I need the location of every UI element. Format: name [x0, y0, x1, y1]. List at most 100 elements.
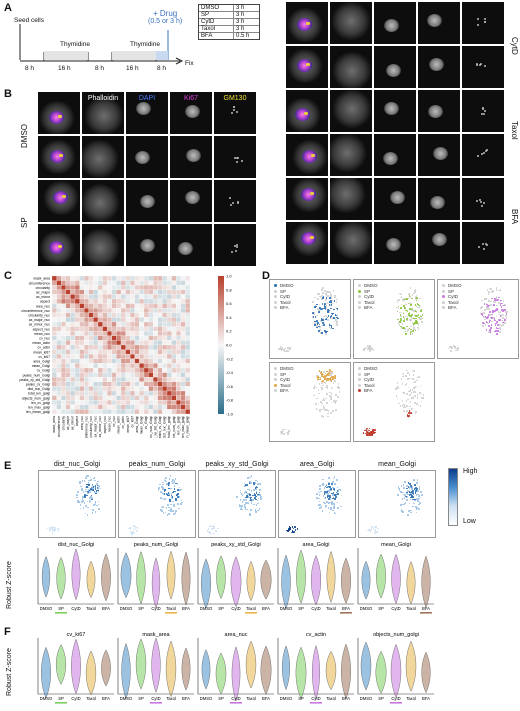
umap-point	[332, 496, 335, 499]
heatmap-cell	[97, 409, 103, 415]
heatmap-cell	[120, 312, 126, 318]
umap-point	[161, 497, 164, 500]
heatmap-cell	[176, 386, 181, 392]
heatmap-cell	[70, 372, 76, 378]
heatmap-cell	[148, 358, 154, 364]
umap-point	[405, 369, 408, 372]
umap-point	[326, 501, 328, 503]
heatmap-row-label: cv_ki67	[39, 355, 51, 359]
umap-point	[162, 483, 164, 486]
umap-point	[421, 314, 424, 317]
heatmap-cell	[153, 367, 158, 373]
violin-xtick: DMSO	[360, 606, 373, 611]
heatmap-cell	[180, 367, 186, 373]
umap-point	[400, 491, 402, 493]
heatmap-cell	[143, 386, 149, 392]
umap-point	[371, 526, 373, 528]
heatmap-cell	[51, 294, 57, 300]
umap-point	[501, 304, 504, 307]
umap-point	[327, 415, 329, 418]
heatmap-cell	[70, 289, 76, 295]
heatmap-cell	[176, 349, 181, 355]
violin-xtick: Taxol	[406, 606, 416, 611]
umap-point	[330, 303, 333, 306]
heatmap-col-label: aspect	[75, 416, 79, 426]
umap-point	[281, 346, 284, 349]
heatmap-cell	[166, 294, 172, 300]
heatmap-row-label: total_len_golgi	[28, 392, 50, 396]
umap-point	[332, 312, 334, 315]
umap-point	[326, 379, 328, 381]
heatmap-cell	[143, 326, 149, 332]
umap-point	[325, 374, 327, 377]
channel-image	[462, 222, 504, 264]
umap-point	[167, 509, 170, 512]
umap-plot-bfa: DMSO SP CytD Taxol BFA	[353, 362, 435, 442]
legend-label: BFA	[280, 305, 289, 310]
umap-point	[280, 349, 283, 351]
umap-point	[331, 492, 333, 495]
umap-point	[320, 307, 323, 310]
violin-xtick: CytD	[231, 606, 240, 611]
heatmap-cell	[130, 377, 135, 382]
umap-point	[328, 374, 330, 377]
umap-point	[418, 508, 420, 510]
channel-image	[214, 180, 256, 222]
umap-point	[84, 512, 87, 515]
umap-point	[136, 529, 138, 532]
violin-title: cv_actin	[306, 632, 326, 638]
umap-point	[406, 310, 409, 313]
umap-point	[82, 491, 85, 493]
umap-point	[373, 431, 376, 434]
umap-point	[338, 387, 340, 389]
umap-point	[405, 410, 408, 412]
umap-point	[402, 316, 405, 318]
umap-point	[500, 315, 503, 317]
merged-image	[38, 224, 80, 266]
heatmap-cell	[102, 381, 108, 387]
heatmap-cell	[120, 381, 126, 387]
heatmap-cell	[65, 344, 71, 350]
umap-point	[253, 503, 255, 506]
heatmap-cell	[134, 400, 140, 405]
heatmap-cell	[130, 381, 135, 387]
heatmap-cell	[162, 367, 168, 373]
heatmap-cell	[97, 298, 103, 304]
umap-point	[257, 497, 260, 500]
umap-point	[87, 490, 89, 493]
umap-point	[501, 302, 504, 305]
heatmap-cell	[157, 386, 163, 392]
heatmap-cell	[148, 390, 154, 396]
umap-point	[505, 317, 508, 320]
umap-point	[283, 349, 286, 351]
heatmap-cell	[79, 331, 85, 336]
heatmap-cell	[65, 363, 71, 369]
umap-point	[86, 500, 89, 503]
umap-point	[77, 501, 79, 503]
heatmap-cell	[88, 326, 94, 332]
violin-cytd	[391, 553, 401, 605]
heatmap-cell	[134, 285, 140, 290]
umap-point	[90, 494, 93, 497]
heatmap-cell	[134, 404, 140, 410]
umap-point	[318, 308, 321, 310]
heatmap-cell	[79, 354, 85, 359]
highlight-bar	[310, 702, 322, 704]
umap-point	[93, 490, 96, 493]
heatmap-cell	[93, 285, 99, 290]
heatmap-cell	[107, 335, 112, 341]
umap-point	[420, 315, 423, 318]
heatmap-cell	[185, 363, 191, 369]
umap-point	[336, 316, 338, 319]
heatmap-cell	[93, 280, 99, 286]
umap-point	[413, 499, 416, 501]
heatmap-cell	[97, 390, 103, 396]
umap-point	[488, 325, 490, 327]
heatmap-cell	[143, 404, 149, 410]
channel-image	[126, 136, 168, 178]
umap-point	[502, 314, 504, 317]
umap-point	[409, 330, 412, 333]
umap-point	[208, 531, 211, 533]
heatmap-cell	[180, 326, 186, 332]
